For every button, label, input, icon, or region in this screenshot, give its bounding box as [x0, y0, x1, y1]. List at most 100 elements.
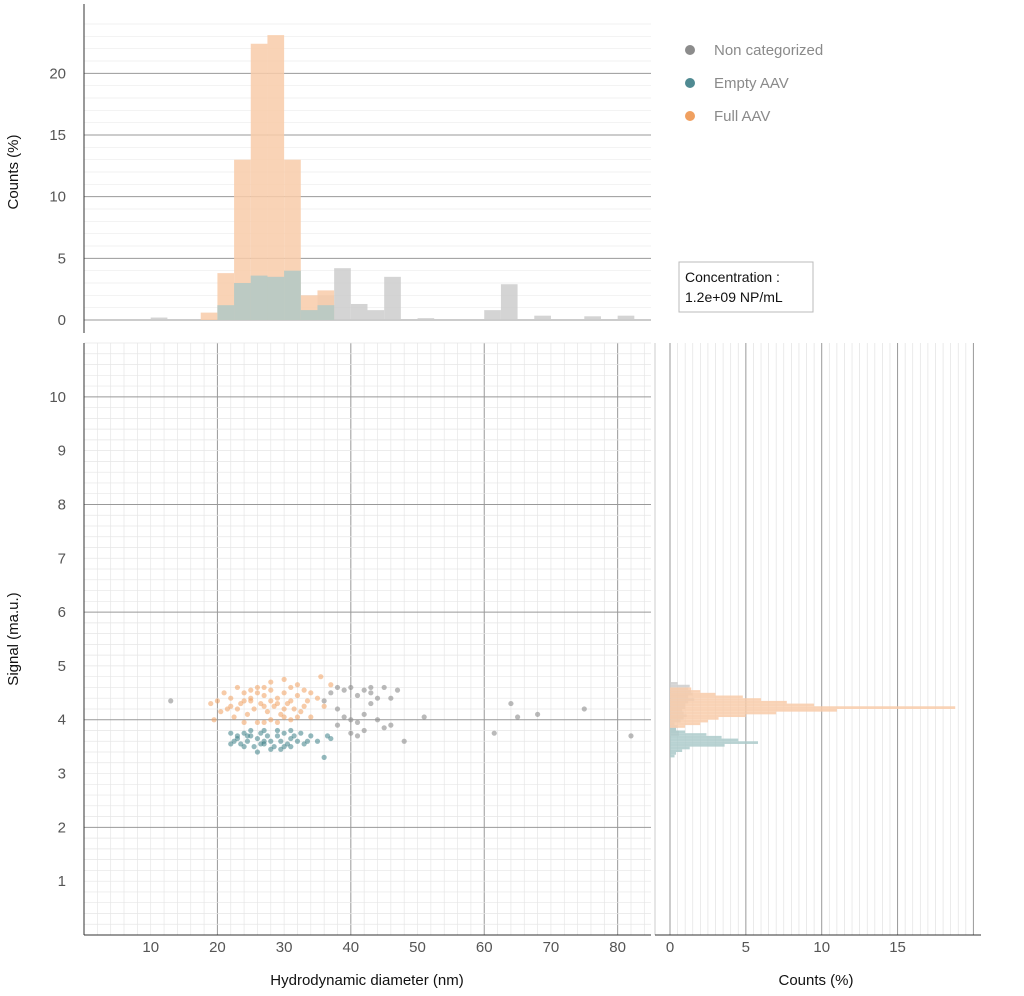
legend-marker [685, 45, 695, 55]
x-tick-label: 15 [889, 939, 906, 956]
scatter-point [261, 703, 267, 709]
histogram-bar [670, 695, 743, 699]
scatter-point [168, 698, 174, 704]
scatter-point [328, 690, 334, 696]
scatter-point [328, 682, 334, 688]
scatter-point [628, 733, 634, 739]
histogram-bar-overlay [300, 310, 318, 320]
scatter-point [381, 725, 387, 731]
histogram-bar [670, 698, 762, 701]
scatter-point [304, 738, 311, 744]
x-tick-label: 0 [666, 939, 674, 956]
legend-label: Empty AAV [714, 75, 789, 92]
scatter-point [321, 703, 327, 709]
histogram-bar [670, 706, 956, 709]
top-histogram-background [84, 4, 651, 333]
y-tick-label: 2 [58, 819, 66, 836]
y-tick-label: 3 [58, 766, 66, 783]
histogram-bar [670, 725, 686, 728]
scatter-point [251, 706, 257, 712]
scatter-point [278, 746, 284, 752]
scatter-point [281, 690, 287, 696]
histogram-bar [670, 692, 716, 696]
concentration-box-border [678, 261, 814, 313]
scatter-point [291, 706, 297, 712]
scatter-point [301, 687, 307, 693]
scatter-point [374, 717, 381, 723]
scatter-point [241, 690, 247, 696]
x-tick-label: 5 [742, 939, 750, 956]
scatter-point [228, 703, 234, 709]
concentration-label: Concentration : [685, 269, 780, 285]
y-tick-label: 5 [58, 250, 66, 267]
scatter-point [421, 714, 427, 720]
scatter-x-axis-title: Hydrodynamic diameter (nm) [270, 972, 463, 989]
scatter-point [281, 676, 287, 682]
scatter-point [368, 700, 374, 707]
scatter-point [264, 709, 271, 715]
scatter-point [258, 741, 264, 747]
scatter-point [308, 714, 314, 720]
scatter-point [254, 690, 261, 696]
histogram-bar [617, 315, 635, 320]
scatter-point [248, 727, 254, 734]
x-tick-label: 10 [142, 939, 159, 956]
histogram-bar [267, 35, 285, 320]
scatter-point [274, 733, 281, 739]
scatter-point [288, 744, 294, 750]
scatter-point [278, 738, 284, 744]
histogram-bar [670, 708, 837, 712]
top-histogram-y-axis-title: Counts (%) [5, 134, 22, 209]
scatter-point [234, 735, 241, 742]
scatter-point [401, 738, 407, 744]
scatter-point [288, 717, 294, 723]
x-tick-label: 50 [409, 939, 426, 956]
histogram-bar [670, 700, 787, 704]
x-tick-label: 80 [609, 939, 626, 956]
legend: Non categorized Empty AAV Full AAV [685, 42, 823, 125]
scatter-point [268, 746, 274, 752]
histogram-bar-overlay [234, 283, 251, 320]
scatter-point [298, 730, 304, 736]
scatter-point [281, 714, 287, 720]
histogram-bar [670, 682, 678, 685]
legend-marker [685, 111, 695, 121]
scatter-point [314, 695, 321, 701]
histogram-bar-overlay [267, 276, 285, 320]
scatter-point [318, 674, 324, 680]
scatter-point [218, 709, 224, 715]
scatter-point [241, 744, 247, 750]
histogram-bar [200, 312, 218, 320]
scatter-point [244, 738, 251, 744]
scatter-point [274, 700, 281, 707]
scatter-point [268, 717, 274, 723]
scatter-point [261, 692, 267, 699]
legend-marker [685, 78, 695, 88]
histogram-bar [670, 735, 722, 739]
histogram-bar [484, 310, 501, 320]
scatter-panel: 10 20 30 40 50 60 70 80 1 2 3 4 5 6 7 8 9 10 Hydrodynamic… [5, 342, 651, 989]
top-histogram-bars [150, 35, 635, 320]
y-tick-label: 9 [58, 443, 66, 460]
histogram-bar [670, 749, 683, 753]
scatter-point [491, 730, 497, 736]
y-tick-label: 1 [58, 873, 66, 890]
scatter-points [168, 674, 634, 761]
scatter-point [508, 700, 514, 707]
histogram-bar [670, 687, 692, 691]
histogram-bar [670, 722, 701, 726]
histogram-bar [670, 714, 746, 718]
histogram-bar [670, 727, 677, 731]
y-tick-label: 7 [58, 550, 66, 567]
concentration-value: 1.2e+09 NP/mL [685, 289, 783, 305]
scatter-point [348, 684, 354, 691]
legend-label: Full AAV [714, 108, 770, 125]
scatter-point [228, 695, 234, 701]
scatter-point [294, 738, 301, 744]
scatter-point [274, 727, 281, 734]
scatter-point [241, 719, 247, 726]
histogram-bar-overlay [217, 305, 235, 320]
histogram-bar [250, 43, 268, 320]
histogram-bar-overlay [317, 305, 335, 320]
scatter-point [304, 698, 311, 704]
